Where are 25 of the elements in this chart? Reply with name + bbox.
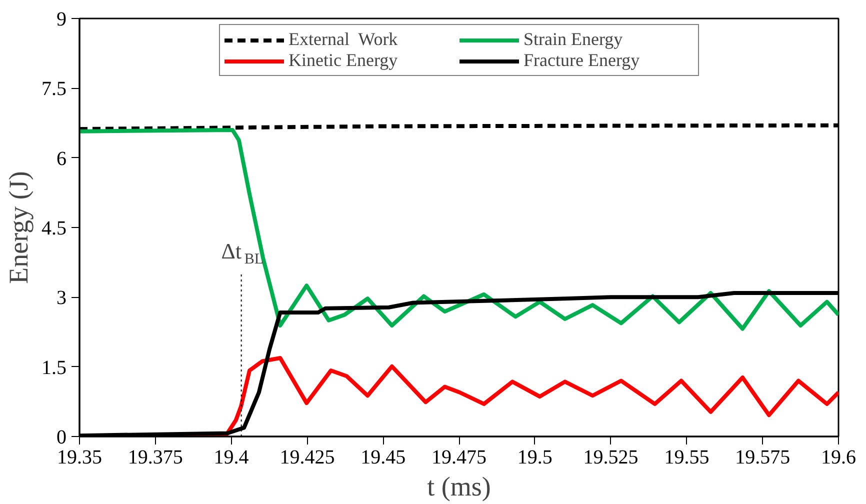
legend-label: Strain Energy bbox=[524, 29, 624, 50]
line-series bbox=[80, 128, 838, 331]
x-tick-label: 19.425 bbox=[280, 446, 335, 468]
x-tick-label: 19.4 bbox=[214, 446, 249, 468]
y-tick-label: 4.5 bbox=[42, 218, 66, 240]
x-tick-label: 19.35 bbox=[57, 446, 102, 468]
y-tick-label: 9 bbox=[56, 8, 66, 30]
x-tick-label: 19.55 bbox=[664, 446, 710, 468]
x-axis-title: t (ms) bbox=[427, 472, 491, 502]
x-tick-label: 19.375 bbox=[128, 446, 183, 468]
y-axis-title: Energy (J) bbox=[4, 171, 34, 284]
y-tick-label: 6 bbox=[56, 148, 66, 170]
x-tick-label: 19.6 bbox=[821, 446, 856, 468]
y-tick-label: 1.5 bbox=[42, 356, 66, 379]
legend-label: External Work bbox=[288, 29, 399, 50]
x-tick-label: 19.575 bbox=[735, 446, 790, 468]
legend-label: Kinetic Energy bbox=[288, 50, 399, 71]
y-tick-label: 3 bbox=[56, 287, 66, 310]
y-tick-label: 0 bbox=[56, 426, 66, 448]
legend-label: Fracture Energy bbox=[524, 50, 641, 71]
x-tick-label: 19.525 bbox=[583, 446, 638, 468]
x-tick-label: 19.5 bbox=[517, 446, 552, 468]
y-tick-label: 7.5 bbox=[42, 78, 66, 100]
x-tick-label: 19.475 bbox=[432, 446, 486, 468]
x-tick-label: 19.45 bbox=[360, 446, 406, 468]
